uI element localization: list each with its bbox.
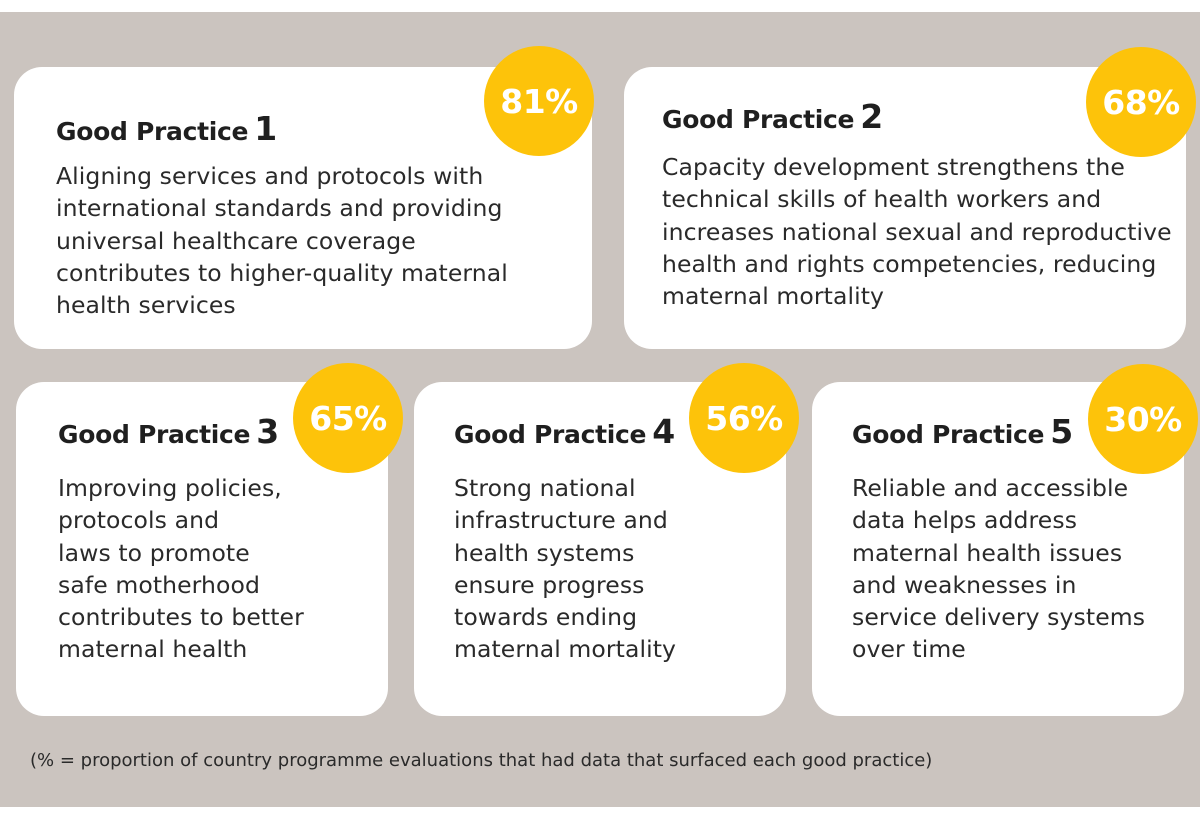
- percent-badge-5: 30%: [1088, 364, 1198, 474]
- description-line: data helps address: [852, 506, 1078, 535]
- description-line: Reliable and accessible: [852, 474, 1129, 502]
- good-practice-label: Good Practice: [662, 105, 855, 134]
- percent-badge-4: 56%: [689, 363, 799, 473]
- description-line: contributes to better: [58, 603, 304, 632]
- description-line: international standards and providing: [56, 194, 503, 223]
- description-line: Aligning services and protocols with: [56, 162, 484, 190]
- description-line: health services: [56, 291, 236, 320]
- description-line: towards ending: [454, 603, 638, 632]
- infographic-panel: Good Practice 1 Aligning services and pro…: [0, 12, 1200, 807]
- good-practice-title-2: Good Practice 2: [662, 97, 883, 136]
- good-practice-title-4: Good Practice 4: [454, 412, 675, 451]
- good-practice-description-1: Aligning services and protocols with int…: [56, 160, 508, 321]
- description-line: infrastructure and: [454, 506, 668, 535]
- description-line: maternal mortality: [454, 635, 677, 664]
- footnote: (% = proportion of country programme eva…: [30, 750, 933, 771]
- percent-badge-2: 68%: [1086, 47, 1196, 157]
- description-line: increases national sexual and reproducti…: [662, 217, 1172, 246]
- good-practice-number: 2: [860, 97, 883, 136]
- good-practice-number: 1: [254, 109, 277, 148]
- good-practice-description-4: Strong national infrastructure and healt…: [454, 472, 676, 666]
- good-practice-description-3: Improving policies, protocols and laws t…: [58, 472, 304, 666]
- description-line: safe motherhood: [58, 570, 260, 599]
- description-line: protocols and: [58, 506, 220, 535]
- description-line: contributes to higher-quality maternal: [56, 258, 508, 287]
- good-practice-label: Good Practice: [58, 420, 251, 449]
- description-line: Improving policies,: [58, 474, 282, 502]
- description-line: over time: [852, 635, 966, 664]
- good-practice-description-5: Reliable and accessible data helps addre…: [852, 472, 1145, 666]
- description-line: laws to promote: [58, 538, 250, 567]
- description-line: technical skills of health workers and: [662, 185, 1102, 214]
- good-practice-number: 4: [652, 412, 675, 451]
- description-line: maternal mortality: [662, 282, 885, 311]
- description-line: maternal health issues: [852, 538, 1123, 567]
- good-practice-title-1: Good Practice 1: [56, 109, 277, 148]
- description-line: ensure progress: [454, 570, 645, 599]
- description-line: health systems: [454, 538, 635, 567]
- percent-badge-3: 65%: [293, 363, 403, 473]
- good-practice-label: Good Practice: [852, 420, 1045, 449]
- good-practice-description-2: Capacity development strengthens the tec…: [662, 151, 1172, 312]
- description-line: maternal health: [58, 635, 248, 664]
- good-practice-number: 5: [1050, 412, 1073, 451]
- description-line: health and rights competencies, reducing: [662, 249, 1157, 278]
- description-line: service delivery systems: [852, 603, 1146, 632]
- description-line: universal healthcare coverage: [56, 226, 416, 255]
- description-line: Strong national: [454, 474, 636, 502]
- description-line: Capacity development strengthens the: [662, 153, 1125, 181]
- percent-badge-1: 81%: [484, 46, 594, 156]
- description-line: and weaknesses in: [852, 570, 1077, 599]
- good-practice-number: 3: [256, 412, 279, 451]
- good-practice-label: Good Practice: [454, 420, 647, 449]
- good-practice-label: Good Practice: [56, 117, 249, 146]
- good-practice-title-3: Good Practice 3: [58, 412, 279, 451]
- good-practice-title-5: Good Practice 5: [852, 412, 1073, 451]
